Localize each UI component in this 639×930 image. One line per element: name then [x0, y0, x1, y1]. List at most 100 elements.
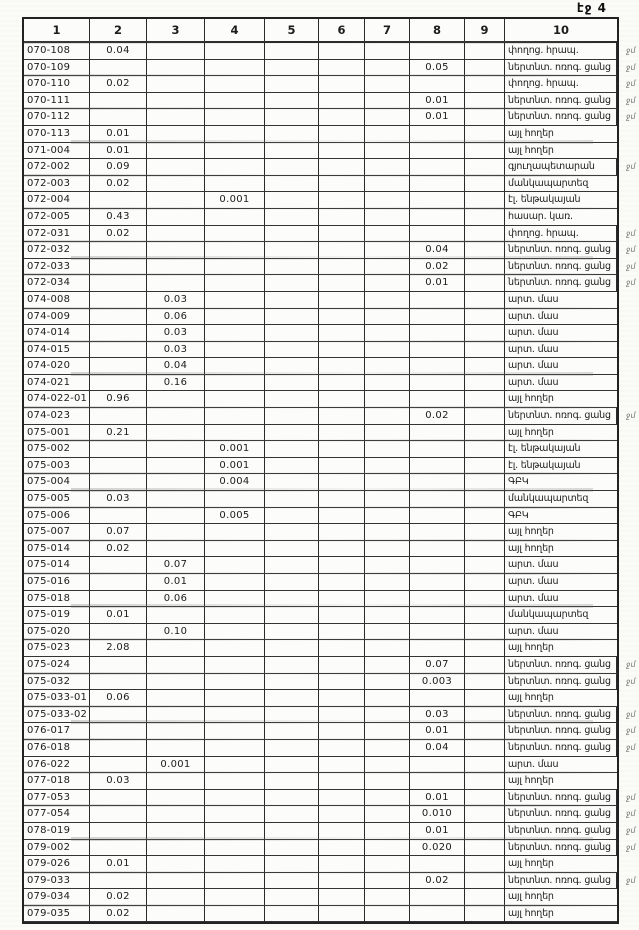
table-row: 072-004 0.001 էլ. ենթակայան	[24, 192, 617, 210]
empty-cell	[410, 391, 465, 409]
empty-cell	[365, 706, 410, 724]
empty-cell	[465, 706, 505, 724]
empty-cell	[265, 175, 319, 193]
empty-cell	[365, 374, 410, 392]
empty-cell	[147, 524, 205, 541]
land-parcel-register-table: 1 2 3 4 5 6 7 8 9 10 070-108 0.04 փողոց. հրապ. ջմ 070…	[22, 17, 636, 925]
empty-cell	[365, 623, 410, 641]
empty-cell	[205, 159, 265, 176]
empty-cell	[265, 872, 319, 890]
empty-cell	[205, 109, 265, 126]
empty-cell	[319, 291, 365, 309]
empty-cell	[147, 242, 205, 259]
parcel-code-cell: 079-035	[24, 905, 90, 923]
empty-cell	[147, 43, 205, 60]
empty-cell	[90, 457, 147, 475]
empty-cell	[90, 258, 147, 276]
parcel-code-cell: 070-113	[24, 125, 90, 143]
area-value-cell: 0.03	[147, 325, 205, 342]
parcel-code-cell: 070-110	[24, 76, 90, 93]
area-value-cell: 0.03	[90, 491, 147, 508]
area-value-cell: 0.001	[205, 457, 265, 475]
area-value-cell: 0.01	[410, 92, 465, 110]
empty-cell	[265, 275, 319, 292]
column-header-6: 6	[319, 19, 365, 43]
empty-cell	[265, 208, 319, 226]
empty-cell	[465, 358, 505, 375]
empty-cell	[410, 125, 465, 143]
empty-cell	[365, 308, 410, 326]
area-value-cell: 0.02	[410, 258, 465, 276]
empty-cell	[365, 125, 410, 143]
parcel-code-cell: 074-008	[24, 291, 90, 309]
empty-cell	[319, 92, 365, 110]
empty-cell	[147, 773, 205, 790]
empty-cell	[265, 507, 319, 525]
empty-cell	[319, 159, 365, 176]
empty-cell	[319, 673, 365, 691]
parcel-code-cell: 070-108	[24, 43, 90, 60]
empty-cell	[465, 673, 505, 691]
parcel-code-cell: 075-024	[24, 656, 90, 674]
empty-cell	[205, 656, 265, 674]
empty-cell	[90, 789, 147, 807]
area-value-cell: 0.01	[410, 723, 465, 740]
table-row: 074-023 0.02 ներտնտ. ոռոգ. ցանց ջմ	[24, 408, 636, 425]
area-value-cell: 0.09	[90, 159, 147, 176]
table-row: 079-002 0.020 ներտնտ. ոռոգ. ցանց ջմ	[24, 839, 636, 857]
empty-cell	[265, 159, 319, 176]
column-header-10: 10	[505, 19, 617, 43]
table-row: 075-016 0.01 արտ. մաս	[24, 574, 617, 591]
area-value-cell: 0.010	[410, 806, 465, 823]
empty-cell	[410, 889, 465, 906]
empty-cell	[365, 590, 410, 608]
empty-cell	[410, 640, 465, 657]
empty-cell	[365, 358, 410, 375]
usage-cell: ներտնտ. ոռոգ. ցանց	[505, 258, 617, 276]
usage-cell: ներտնտ. ոռոգ. ցանց	[505, 242, 617, 259]
parcel-code-cell: 077-018	[24, 773, 90, 790]
parcel-code-cell: 075-007	[24, 524, 90, 541]
parcel-code-cell: 079-026	[24, 856, 90, 873]
usage-cell: արտ. մաս	[505, 757, 617, 774]
empty-cell	[365, 457, 410, 475]
parcel-code-cell: 074-023	[24, 408, 90, 425]
empty-cell	[365, 391, 410, 409]
empty-cell	[205, 557, 265, 574]
parcel-code-cell: 078-019	[24, 822, 90, 840]
empty-cell	[90, 408, 147, 425]
empty-cell	[147, 690, 205, 707]
empty-cell	[365, 839, 410, 857]
empty-cell	[465, 109, 505, 126]
empty-cell	[147, 474, 205, 492]
empty-cell	[465, 524, 505, 541]
area-value-cell: 0.02	[90, 540, 147, 558]
empty-cell	[147, 275, 205, 292]
empty-cell	[205, 739, 265, 757]
table-row: 076-017 0.01 ներտնտ. ոռոգ. ցանց ջմ	[24, 723, 636, 741]
empty-cell	[365, 225, 410, 243]
empty-cell	[465, 208, 505, 226]
usage-cell: հասար. կառ.	[505, 209, 617, 226]
table-row: 074-020 0.04 արտ. մաս	[24, 358, 617, 376]
empty-cell	[265, 524, 319, 541]
parcel-code-cell: 075-004	[24, 474, 90, 492]
empty-cell	[465, 822, 505, 840]
empty-cell	[319, 773, 365, 790]
empty-cell	[465, 175, 505, 193]
parcel-code-cell: 075-033-01	[24, 690, 90, 707]
empty-cell	[265, 109, 319, 126]
empty-cell	[365, 208, 410, 226]
empty-cell	[205, 308, 265, 326]
empty-cell	[205, 839, 265, 857]
empty-cell	[465, 557, 505, 574]
empty-cell	[410, 574, 465, 591]
empty-cell	[465, 92, 505, 110]
empty-cell	[147, 856, 205, 873]
empty-cell	[319, 441, 365, 458]
parcel-code-cell: 075-006	[24, 507, 90, 525]
usage-cell: ներտնտ. ոռոգ. ցանց	[505, 822, 617, 840]
table-row: 075-033-01 0.06 այլ հողեր	[24, 690, 617, 708]
empty-cell	[265, 690, 319, 707]
empty-cell	[465, 325, 505, 342]
